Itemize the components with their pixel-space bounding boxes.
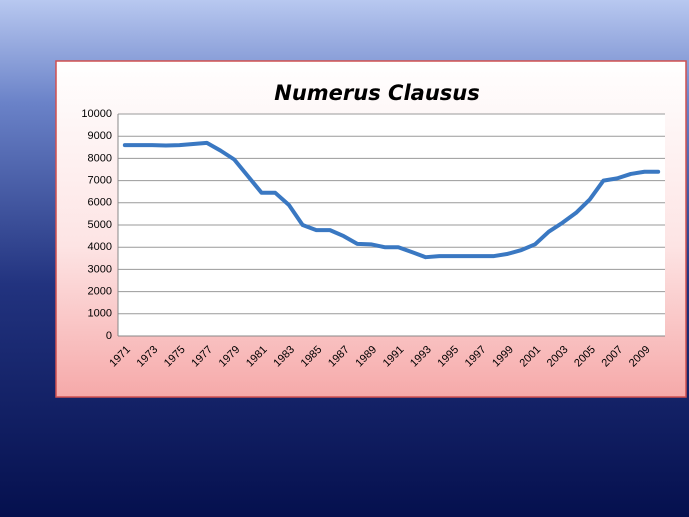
y-tick-label: 0	[106, 330, 112, 342]
y-tick-label: 1000	[88, 308, 112, 320]
y-tick-label: 5000	[88, 219, 112, 231]
y-tick-label: 2000	[88, 286, 112, 298]
y-tick-label: 10000	[81, 108, 112, 120]
y-tick-label: 8000	[88, 152, 112, 164]
y-tick-label: 7000	[88, 175, 112, 187]
data-line	[122, 140, 661, 260]
y-tick-label: 6000	[88, 197, 112, 209]
chart-title: Numerus Clausus	[274, 81, 479, 105]
y-tick-label: 9000	[88, 130, 112, 142]
y-tick-label: 4000	[88, 241, 112, 253]
y-tick-label: 3000	[88, 263, 112, 275]
